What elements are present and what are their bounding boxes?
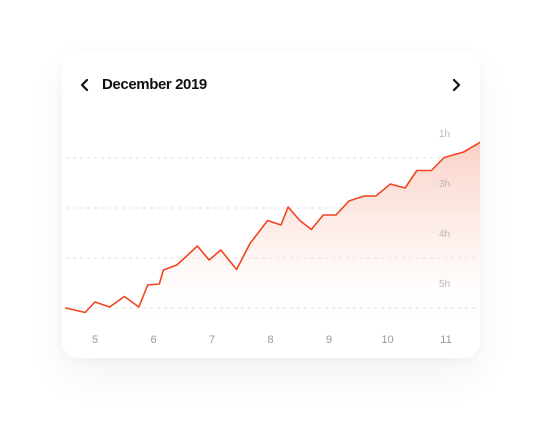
month-title: December 2019 <box>102 76 207 93</box>
y-tick-label: 3h <box>439 179 450 190</box>
chart-header: December 2019 <box>62 72 480 100</box>
x-tick-label: 6 <box>150 334 156 346</box>
calendar-chart-card: December 2019 1h 3h 4h 5h 5 6 7 8 9 10 11 <box>62 50 480 358</box>
x-tick-label: 5 <box>92 334 98 346</box>
line-chart: 1h 3h 4h 5h 5 6 7 8 9 10 11 <box>65 129 480 346</box>
x-tick-label: 7 <box>209 334 215 346</box>
chevron-left-icon[interactable] <box>74 74 96 96</box>
y-tick-label: 1h <box>439 129 450 140</box>
series-line <box>65 141 480 314</box>
series-area <box>65 142 480 330</box>
x-tick-label: 9 <box>326 334 332 346</box>
y-tick-label: 5h <box>439 279 450 290</box>
x-tick-label: 10 <box>381 334 393 346</box>
x-tick-label: 11 <box>440 334 451 346</box>
x-tick-label: 8 <box>267 334 273 346</box>
y-tick-label: 4h <box>439 229 450 240</box>
chevron-right-icon[interactable] <box>445 74 467 96</box>
